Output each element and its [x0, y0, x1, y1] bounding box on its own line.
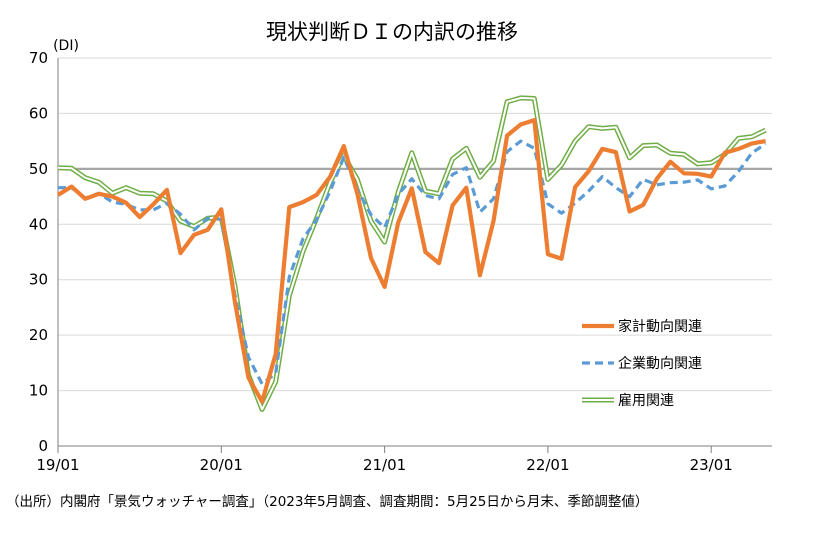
- gridlines: [58, 57, 772, 392]
- y-tick-label: 30: [29, 271, 48, 289]
- x-tick-label: 21/01: [363, 456, 406, 474]
- legend-label: 家計動向関連: [618, 318, 702, 335]
- axes: 0 10 20 30 40 50 60 70 19/01 20/01 21/01 22/01 23/01: [29, 49, 772, 474]
- legend-label: 雇用関連: [618, 392, 674, 409]
- series-line: [56, 117, 766, 404]
- y-tick-label: 40: [29, 215, 48, 233]
- y-tick-label: 20: [29, 326, 48, 344]
- series-lines: [56, 95, 767, 412]
- legend-item-3: 雇用関連: [582, 392, 674, 409]
- x-tick-label: 23/01: [690, 456, 733, 474]
- x-tick-label: 19/01: [36, 456, 79, 474]
- source-note: （出所）内閣府「景気ウォッチャー調査」（2023年5月調査、調査期間：5月25日…: [6, 494, 648, 510]
- series-2-line: [58, 139, 767, 386]
- legend-item-2: 企業動向関連: [582, 355, 702, 372]
- series-line: [58, 139, 767, 386]
- x-tick-label: 20/01: [200, 456, 243, 474]
- series-3-line: [57, 95, 767, 412]
- legend-label: 企業動向関連: [618, 355, 702, 372]
- y-tick-label: 50: [29, 160, 48, 178]
- y-tick-label: 10: [29, 382, 48, 400]
- y-tick-label: 0: [38, 437, 48, 455]
- series-1-line: [56, 117, 766, 404]
- series-line-inner: [57, 96, 767, 411]
- y-tick-label: 70: [29, 49, 48, 67]
- legend-item-1: 家計動向関連: [582, 318, 702, 335]
- y-axis-unit-label: (DI): [53, 38, 79, 54]
- y-tick-label: 60: [29, 104, 48, 122]
- x-tick-label: 22/01: [526, 456, 569, 474]
- chart-title: 現状判断ＤＩの内訳の推移: [266, 20, 518, 44]
